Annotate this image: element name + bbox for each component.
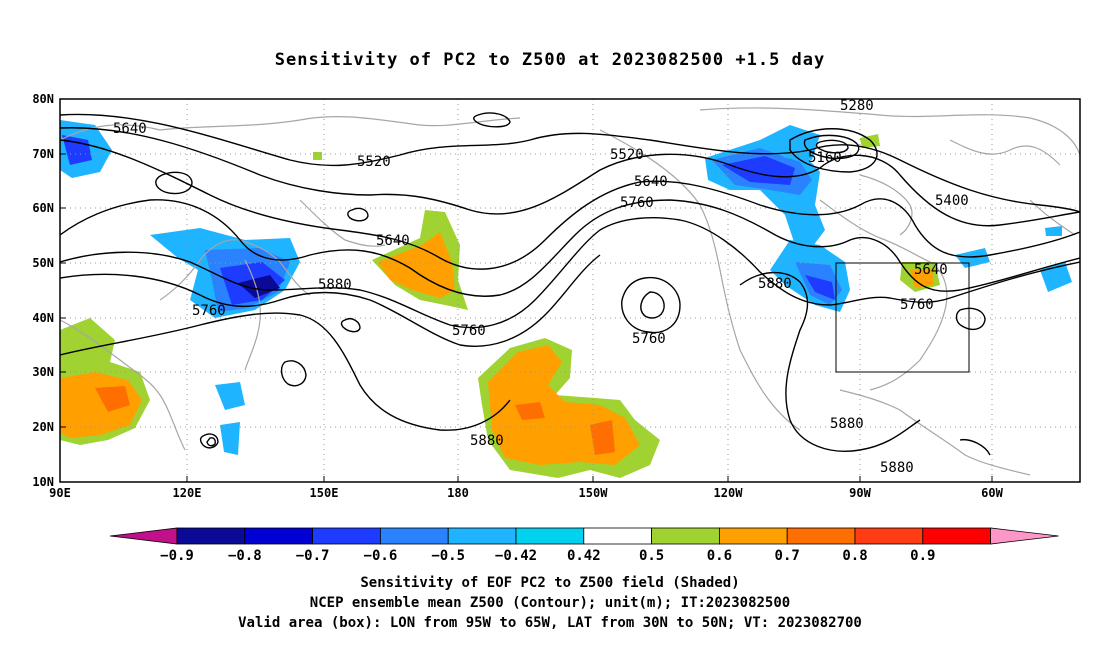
positive-sensitivity-region — [515, 402, 545, 420]
caption: Sensitivity of EOF PC2 to Z500 field (Sh… — [0, 573, 1100, 633]
axis-ticks — [60, 153, 993, 482]
contour-label: 5280 — [840, 98, 874, 114]
lat-label: 40N — [32, 311, 54, 325]
lon-label: 90E — [49, 486, 71, 500]
positive-sensitivity-region — [95, 386, 130, 412]
latitude-labels: 80N 70N 60N 50N 40N 30N 20N 10N — [32, 92, 54, 489]
contour-label: 5640 — [376, 233, 410, 249]
z500-contours — [60, 112, 1080, 456]
map-frame — [59, 98, 1081, 483]
colorbar-segment — [312, 527, 381, 545]
negative-sensitivity-region — [722, 156, 795, 185]
contour-label: 5400 — [935, 193, 969, 209]
contour-label: 5760 — [620, 195, 654, 211]
colorbar-label: −0.8 — [228, 548, 262, 564]
valid-area-box — [835, 262, 970, 373]
colorbar-segment — [719, 527, 788, 545]
lon-label: 60W — [981, 486, 1003, 500]
colorbar-label: 0.42 — [567, 548, 601, 564]
colorbar-segment — [244, 527, 314, 545]
lon-label: 90W — [849, 486, 871, 500]
lat-label: 10N — [32, 475, 54, 489]
colorbar-segment — [854, 527, 924, 545]
colorbar-high-extension — [990, 527, 1059, 545]
contour-label: 5760 — [900, 297, 934, 313]
negative-sensitivity-region — [238, 275, 280, 298]
lat-label: 60N — [32, 201, 54, 215]
colorbar-label: −0.7 — [296, 548, 330, 564]
positive-sensitivity-region — [590, 420, 615, 455]
contour-label: 5640 — [634, 174, 668, 190]
contour-label: 5880 — [830, 416, 864, 432]
colorbar-segment — [651, 527, 720, 545]
lon-label: 120W — [714, 486, 744, 500]
colorbar-segment — [176, 527, 246, 545]
coastlines — [60, 107, 1080, 476]
colorbar-label: 0.9 — [910, 548, 935, 564]
contour-label: 5760 — [192, 303, 226, 319]
positive-sensitivity-region — [910, 270, 934, 288]
colorbar-label: −0.9 — [160, 548, 194, 564]
lon-label: 150W — [579, 486, 609, 500]
negative-sensitivity-region — [220, 422, 240, 455]
positive-sensitivity-region — [378, 232, 455, 298]
shaded-sensitivity-field — [60, 120, 1072, 478]
colorbar-segment — [515, 527, 585, 545]
lat-label: 70N — [32, 147, 54, 161]
negative-sensitivity-region — [215, 382, 245, 410]
lon-label: 180 — [447, 486, 469, 500]
negative-sensitivity-region — [805, 275, 835, 300]
contour-label: 5640 — [113, 121, 147, 137]
caption-line-3: Valid area (box): LON from 95W to 65W, L… — [238, 615, 862, 631]
lon-label: 120E — [173, 486, 202, 500]
colorbar: −0.9 −0.8 −0.7 −0.6 −0.5 −0.42 0.42 0.5 0.6 0.7 0.… — [109, 527, 1059, 564]
colorbar-label: 0.8 — [842, 548, 867, 564]
contour-labels: 5640 5520 5520 5640 5760 5280 5160 5400 … — [113, 98, 969, 476]
colorbar-label: 0.7 — [775, 548, 800, 564]
contour-label: 5520 — [610, 147, 644, 163]
lat-label: 80N — [32, 92, 54, 106]
colorbar-low-extension — [109, 527, 178, 545]
colorbar-label: −0.5 — [431, 548, 465, 564]
contour-label: 5760 — [452, 323, 486, 339]
contour-label: 5880 — [470, 433, 504, 449]
colorbar-label: −0.6 — [364, 548, 398, 564]
contour-label: 5880 — [758, 276, 792, 292]
contour-label: 5880 — [880, 460, 914, 476]
contour-label: 5760 — [632, 331, 666, 347]
positive-sensitivity-region — [313, 152, 322, 160]
contour-label: 5520 — [357, 154, 391, 170]
colorbar-label: −0.42 — [495, 548, 537, 564]
contour-label: 5880 — [318, 277, 352, 293]
colorbar-segment — [379, 527, 449, 545]
colorbar-label: 0.6 — [707, 548, 732, 564]
lat-label: 20N — [32, 420, 54, 434]
lat-label: 30N — [32, 365, 54, 379]
lat-label: 50N — [32, 256, 54, 270]
colorbar-label: 0.5 — [639, 548, 664, 564]
colorbar-segment — [447, 527, 517, 545]
colorbar-segment — [786, 527, 856, 545]
colorbar-segment — [583, 527, 652, 545]
negative-sensitivity-region — [955, 248, 990, 268]
caption-line-1: Sensitivity of EOF PC2 to Z500 field (Sh… — [360, 575, 740, 591]
colorbar-segment — [922, 527, 991, 545]
contour-label: 5160 — [808, 150, 842, 166]
caption-line-2: NCEP ensemble mean Z500 (Contour); unit(… — [309, 595, 791, 611]
negative-sensitivity-region — [62, 135, 92, 165]
chart-title: Sensitivity of PC2 to Z500 at 2023082500… — [274, 50, 826, 70]
longitude-labels: 90E 120E 150E 180 150W 120W 90W 60W — [49, 486, 1003, 500]
lon-label: 150E — [310, 486, 339, 500]
contour-label: 5640 — [914, 262, 948, 278]
negative-sensitivity-region — [1045, 226, 1062, 236]
